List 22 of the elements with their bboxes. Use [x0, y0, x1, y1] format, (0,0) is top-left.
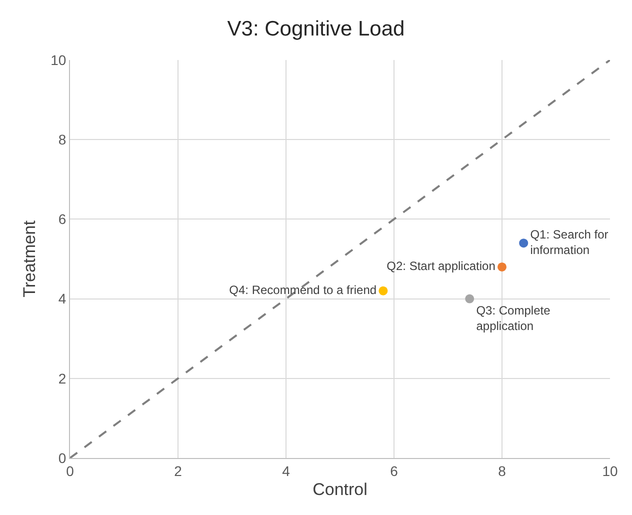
y-tick-label: 4: [58, 290, 66, 307]
x-tick-label: 4: [282, 462, 290, 479]
x-tick-label: 6: [390, 462, 398, 479]
x-tick-label: 8: [498, 462, 506, 479]
y-tick-label: 10: [50, 52, 66, 68]
series-label: Q4: Recommend to a friend: [229, 282, 377, 297]
chart-title: V3: Cognitive Load: [227, 17, 405, 40]
y-tick-label: 0: [58, 450, 66, 466]
series-label: Q3: Complete application: [476, 303, 551, 334]
point: [465, 294, 474, 304]
series-label: Q1: Search for information: [530, 227, 608, 257]
y-tick-label: 2: [58, 370, 66, 386]
y-tick-label: 6: [58, 211, 66, 228]
point: [519, 238, 528, 248]
point: [378, 286, 388, 296]
series-label: Q2: Start application: [386, 258, 496, 273]
y-tick-label: 8: [58, 132, 66, 148]
y-axis-title: Treatment: [20, 220, 40, 298]
x-tick-label: 2: [174, 462, 182, 479]
point: [498, 262, 506, 272]
x-tick-label: 10: [602, 462, 618, 479]
x-axis-title: Control: [312, 480, 368, 500]
